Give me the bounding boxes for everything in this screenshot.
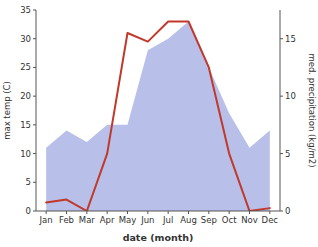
temperature-line [46,21,270,211]
x-tick [188,211,189,214]
y2ticks-tick [280,96,283,97]
x-tick-label: Apr [100,215,115,225]
y2ticks-tick-label: 10 [285,91,296,101]
y2ticks-tick-label: 15 [285,34,296,44]
x-tick-label: Jan [39,215,53,225]
x-tick-label: Sep [201,215,217,225]
y2ticks-tick-label: 0 [285,206,290,216]
x-tick-label: Jul [162,215,173,225]
x-axis-label: date (month) [123,232,194,243]
yticks-tick-label: 10 [20,149,31,159]
x-tick-label: May [119,215,137,225]
x-tick [168,211,169,214]
y-axis-line [36,10,37,211]
y2ticks-tick [280,38,283,39]
x-tick-label: Jun [140,215,154,225]
yticks-tick-label: 5 [26,177,31,187]
x-tick [269,211,270,214]
x-tick-label: Aug [180,215,197,225]
x-tick [127,211,128,214]
yticks-tick [33,124,36,125]
chart: Jan Feb Mar Apr MayJun Jul Aug Sep Oct Nov Dec 0 5 10… [0,0,318,247]
y2ticks-tick [280,211,283,212]
yticks-tick-label: 25 [20,62,31,72]
y2-axis-label: med. precipitation (kg/m2) [307,53,317,167]
yticks-tick [33,211,36,212]
y2-axis-line [280,10,281,211]
x-tick-label: Mar [79,215,96,225]
yticks-tick [33,10,36,11]
x-tick [107,211,108,214]
yticks-tick [33,38,36,39]
x-tick [249,211,250,214]
precipitation-area [46,21,270,211]
x-tick-label: Nov [241,215,258,225]
yticks-tick-label: 30 [20,34,31,44]
x-tick [66,211,67,214]
yticks-tick-label: 20 [20,91,31,101]
yticks-tick [33,182,36,183]
y2ticks-tick-label: 5 [285,149,290,159]
x-tick [208,211,209,214]
yticks-tick-label: 15 [20,120,31,130]
yticks-tick-label: 35 [20,5,31,15]
x-tick [46,211,47,214]
y-axis-label: max temp (C) [2,81,12,140]
x-tick [229,211,230,214]
y2ticks-tick [280,153,283,154]
x-tick [147,211,148,214]
x-axis-line [36,211,280,212]
yticks-tick [33,67,36,68]
x-tick [86,211,87,214]
yticks-tick [33,153,36,154]
plot-data [46,21,270,211]
x-tick-label: Dec [262,215,279,225]
yticks-tick-label: 0 [26,206,31,216]
yticks-tick [33,96,36,97]
x-tick-label: Oct [222,215,237,225]
x-tick-label: Feb [59,215,74,225]
